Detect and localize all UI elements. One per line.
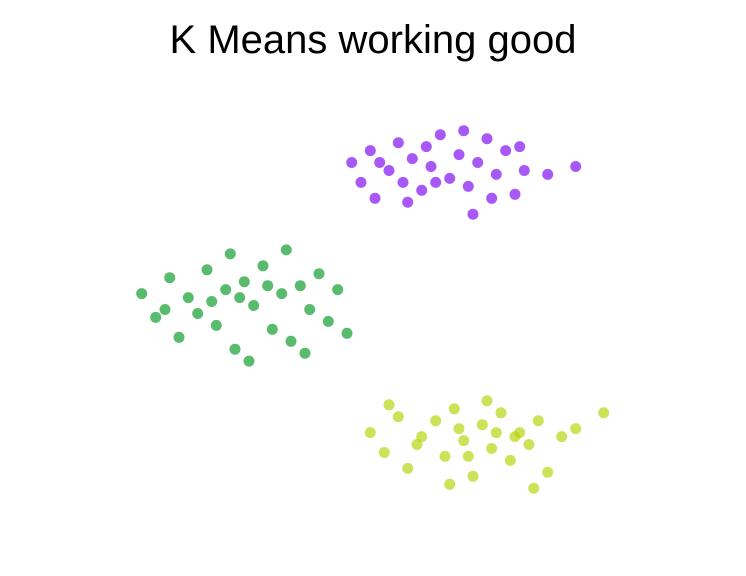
cluster-1-point-10	[425, 161, 437, 172]
cluster-2-point-30	[234, 292, 246, 304]
cluster-3-point-14	[504, 454, 516, 466]
cluster-3-point-24	[509, 431, 521, 443]
cluster-1-point-29	[467, 208, 479, 220]
cluster-1-point-6	[392, 137, 404, 149]
cluster-1-point-19	[509, 188, 521, 200]
cluster-3-point-18	[542, 466, 554, 478]
cluster-3-point-22	[453, 423, 465, 435]
cluster-1-point-26	[514, 141, 526, 153]
cluster-3-point-25	[444, 478, 456, 490]
cluster-2-point-17	[294, 280, 306, 292]
cluster-1-point-8	[406, 153, 418, 165]
cluster-1-point-1	[346, 157, 358, 168]
cluster-2-point-11	[238, 276, 250, 288]
cluster-2-point-9	[220, 284, 232, 296]
cluster-2-point-3	[164, 272, 176, 284]
cluster-2-point-2	[150, 311, 162, 323]
cluster-2-point-29	[159, 304, 171, 315]
cluster-3-point-20	[570, 423, 582, 435]
cluster-2-point-13	[257, 260, 269, 272]
cluster-1-point-30	[420, 141, 432, 153]
cluster-3-point-23	[481, 395, 493, 407]
cluster-1-point-16	[481, 133, 493, 145]
cluster-2-point-1	[136, 288, 148, 300]
cluster-1-point-24	[458, 125, 470, 137]
cluster-2-point-16	[285, 335, 297, 347]
cluster-2-point-10	[229, 343, 241, 355]
cluster-1-point-23	[430, 176, 442, 188]
cluster-2-point-4	[173, 331, 185, 343]
cluster-2-point-12	[248, 300, 260, 311]
cluster-3-point-9	[458, 435, 470, 447]
cluster-3	[364, 395, 610, 494]
cluster-3-point-8	[448, 403, 460, 415]
cluster-2	[136, 244, 353, 367]
cluster-2-point-26	[299, 347, 311, 359]
cluster-1-point-15	[472, 157, 484, 168]
chart-title: K Means working good	[169, 18, 577, 62]
cluster-1-point-9	[416, 184, 428, 196]
cluster-1-point-14	[462, 180, 474, 192]
cluster-1	[346, 125, 582, 220]
cluster-2-point-22	[224, 248, 236, 260]
cluster-3-point-27	[598, 407, 610, 419]
cluster-2-point-14	[266, 323, 278, 335]
cluster-3-point-30	[490, 427, 502, 439]
cluster-1-point-27	[542, 168, 554, 180]
cluster-2-point-20	[322, 315, 334, 327]
cluster-3-point-7	[439, 450, 451, 462]
cluster-2-point-6	[192, 308, 204, 319]
cluster-1-point-11	[434, 129, 446, 141]
cluster-1-point-17	[490, 168, 502, 180]
cluster-3-point-5	[416, 431, 428, 443]
cluster-2-point-27	[332, 284, 344, 296]
cluster-1-point-25	[486, 192, 498, 204]
cluster-3-point-10	[467, 470, 479, 482]
cluster-3-point-11	[476, 419, 488, 431]
cluster-1-point-7	[397, 176, 409, 188]
cluster-3-point-16	[523, 439, 535, 450]
cluster-2-point-7	[201, 264, 213, 276]
cluster-3-point-21	[411, 439, 423, 450]
cluster-3-point-2	[378, 447, 390, 458]
cluster-3-point-1	[364, 427, 376, 439]
cluster-3-point-29	[383, 399, 395, 411]
cluster-3-point-4	[402, 462, 414, 474]
cluster-3-point-12	[486, 443, 498, 454]
cluster-1-point-28	[570, 161, 582, 172]
cluster-2-point-8	[210, 319, 222, 331]
cluster-1-point-4	[369, 192, 381, 204]
cluster-3-point-28	[462, 450, 474, 462]
cluster-1-point-3	[364, 145, 376, 157]
cluster-3-point-17	[532, 415, 544, 427]
cluster-2-point-28	[341, 327, 353, 339]
cluster-2-point-24	[262, 280, 274, 292]
cluster-2-point-21	[206, 296, 218, 307]
cluster-3-point-26	[528, 482, 540, 494]
cluster-1-point-2	[355, 176, 367, 188]
cluster-1-point-22	[402, 196, 414, 208]
cluster-1-point-5	[383, 165, 395, 176]
cluster-2-point-18	[304, 304, 316, 315]
cluster-2-point-19	[313, 268, 325, 280]
cluster-3-point-13	[495, 407, 507, 419]
cluster-1-point-12	[444, 172, 456, 184]
cluster-1-point-21	[374, 157, 386, 168]
cluster-2-point-5	[182, 292, 194, 304]
cluster-2-point-23	[243, 355, 255, 367]
cluster-1-point-13	[453, 149, 465, 161]
cluster-2-point-15	[276, 288, 288, 300]
cluster-2-point-25	[280, 244, 292, 256]
cluster-3-point-3	[392, 411, 404, 423]
cluster-1-point-18	[500, 145, 512, 157]
cluster-3-point-6	[430, 415, 442, 427]
cluster-1-point-20	[518, 165, 530, 176]
cluster-3-point-19	[556, 431, 568, 443]
